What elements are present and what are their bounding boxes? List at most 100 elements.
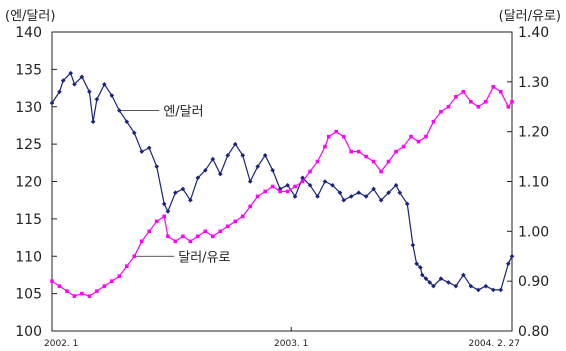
data-point [262,153,268,158]
data-point [397,190,403,196]
data-point [147,229,152,234]
data-point [461,272,466,278]
data-point [139,239,144,244]
left-tick-label: 105 [15,287,42,303]
right-tick-label: 1.00 [518,224,549,240]
right-tick-label: 0.80 [518,324,549,340]
data-point [292,194,298,199]
data-point [278,189,282,194]
data-point [87,294,92,298]
data-point [196,234,200,239]
data-point [132,254,137,259]
data-point [255,164,260,169]
data-point [423,276,429,281]
data-point [330,182,335,188]
data-point [491,85,496,89]
data-point [393,182,399,188]
data-point [181,234,185,239]
data-point [364,154,368,159]
data-point [404,201,410,207]
x-axis: 2002. 1 2003. 1 2004. 2. 27 [44,327,520,349]
data-point [173,190,178,196]
data-point [154,219,159,224]
data-point [431,283,436,289]
x-tick-label: 2004. 2. 27 [468,339,520,349]
right-axis: 0.80 0.90 1.00 1.10 1.20 1.30 1.40 [507,25,549,340]
right-tick-label: 0.90 [518,274,549,290]
data-point [300,179,305,184]
data-point [326,134,331,139]
data-point [218,229,223,234]
data-point [270,167,275,173]
data-point [117,274,122,278]
data-point [424,134,428,139]
data-point [378,197,384,203]
left-tick-label: 110 [15,249,42,265]
data-point [506,104,511,109]
data-point [371,159,376,164]
data-point [323,144,327,149]
data-point [468,283,474,289]
data-point [233,219,238,224]
data-point [102,284,107,288]
series-layer [49,70,515,298]
data-point [166,234,170,239]
data-point [188,239,193,244]
data-point [401,144,406,149]
data-point [240,214,245,219]
data-point [57,284,62,288]
data-point [49,100,55,106]
data-point [162,214,166,219]
data-point [263,189,267,194]
data-point [124,119,130,124]
right-axis-unit-label: (달러/유로) [499,9,561,24]
data-point [90,119,96,124]
data-point [379,169,383,174]
data-point [337,190,343,196]
series-1 [50,85,514,298]
series-0 [49,70,515,293]
series-line [51,85,513,297]
data-point [418,265,423,270]
data-point [255,194,260,199]
left-tick-label: 115 [15,212,42,228]
data-point [79,74,85,80]
data-point [117,108,122,113]
data-point [300,175,305,181]
data-point [431,119,436,124]
data-point [94,96,100,102]
left-tick-label: 130 [15,100,42,116]
data-point [188,197,193,203]
data-point [285,182,290,188]
data-point [491,287,496,293]
data-point [315,159,320,164]
data-point [124,264,129,269]
data-point [476,104,481,109]
data-point [341,197,347,203]
data-point [416,139,421,144]
data-point [363,194,369,199]
data-point [394,149,398,154]
data-point [225,153,231,158]
data-point [410,242,416,248]
data-point [203,167,208,173]
left-axis: 100 105 110 115 120 125 130 135 140 [15,25,57,340]
left-tick-label: 100 [15,324,42,340]
data-point [469,99,473,104]
data-point [476,287,481,293]
data-point [72,82,77,87]
data-point [217,171,223,177]
data-point [247,179,253,184]
data-point [419,272,425,278]
data-point [484,99,488,104]
data-point [427,280,433,285]
data-point [461,90,466,94]
left-axis-unit-label: (엔/달러) [5,9,55,24]
data-point [210,156,216,162]
left-tick-label: 135 [15,62,42,78]
right-tick-label: 1.20 [518,125,549,141]
right-tick-label: 1.10 [518,175,549,191]
x-tick-label: 2002. 1 [44,339,78,349]
